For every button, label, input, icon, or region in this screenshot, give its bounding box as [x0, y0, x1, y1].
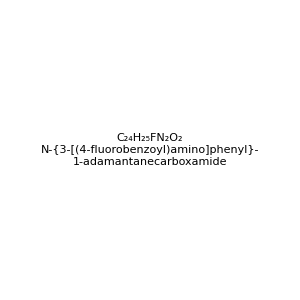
Text: C₂₄H₂₅FN₂O₂
N-{3-[(4-fluorobenzoyl)amino]phenyl}-
1-adamantanecarboxamide: C₂₄H₂₅FN₂O₂ N-{3-[(4-fluorobenzoyl)amino…: [41, 134, 259, 166]
